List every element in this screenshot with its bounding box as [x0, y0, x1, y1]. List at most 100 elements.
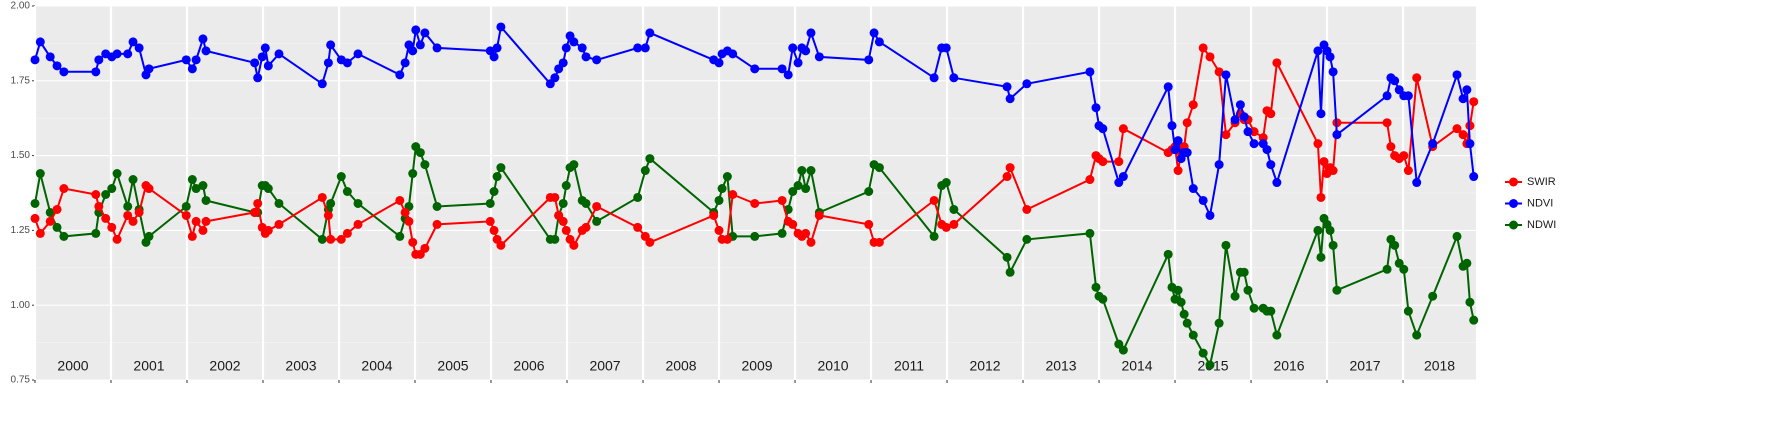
data-point — [263, 61, 273, 71]
data-point — [317, 192, 327, 202]
data-point — [317, 234, 327, 244]
y-tick-label: 1.75 — [11, 75, 31, 86]
data-point — [1403, 306, 1413, 316]
data-point — [561, 43, 571, 53]
x-tick-label: 2001 — [133, 358, 164, 374]
data-point — [750, 64, 760, 74]
data-point — [420, 28, 430, 38]
data-point — [91, 67, 101, 77]
data-point — [592, 216, 602, 226]
data-point — [415, 40, 425, 50]
series — [30, 22, 1479, 220]
data-point — [1399, 151, 1409, 161]
data-point — [783, 70, 793, 80]
data-point — [1412, 73, 1422, 83]
data-point — [1328, 240, 1338, 250]
data-point — [201, 195, 211, 205]
data-point — [1316, 192, 1326, 202]
legend-marker — [1509, 177, 1518, 187]
data-point — [788, 187, 798, 197]
data-point — [35, 228, 45, 238]
data-point — [941, 222, 951, 232]
data-point — [1249, 139, 1259, 149]
data-point — [1412, 178, 1422, 188]
data-point — [1316, 252, 1326, 262]
data-point — [112, 234, 122, 244]
x-tick-label: 2008 — [665, 358, 696, 374]
data-point — [797, 166, 807, 176]
data-point — [181, 55, 191, 65]
data-point — [263, 225, 273, 235]
data-point — [400, 58, 410, 68]
data-point — [274, 49, 284, 59]
data-point — [874, 163, 884, 173]
y-tick-label: 1.50 — [11, 150, 31, 161]
data-point — [1085, 175, 1095, 185]
y-tick-label: 2.00 — [11, 1, 31, 12]
data-point — [1412, 330, 1422, 340]
data-point — [633, 43, 643, 53]
data-point — [1176, 297, 1186, 307]
data-point — [496, 22, 506, 32]
data-point — [1188, 330, 1198, 340]
data-point — [353, 198, 363, 208]
data-point — [569, 37, 579, 47]
data-point — [1452, 231, 1462, 241]
data-point — [569, 240, 579, 250]
x-tick-label: 2000 — [57, 358, 88, 374]
data-point — [558, 58, 568, 68]
data-point — [191, 216, 201, 226]
data-point — [864, 55, 874, 65]
data-point — [581, 222, 591, 232]
data-point — [1118, 345, 1128, 355]
data-point — [59, 67, 69, 77]
data-point — [260, 43, 270, 53]
data-point — [869, 28, 879, 38]
data-point — [1325, 52, 1335, 62]
data-point — [806, 166, 816, 176]
data-point — [929, 73, 939, 83]
data-point — [30, 55, 40, 65]
legend-label: SWIR — [1527, 176, 1556, 188]
data-point — [1266, 109, 1276, 119]
data-point — [709, 210, 719, 220]
data-point — [128, 216, 138, 226]
data-point — [1198, 43, 1208, 53]
data-point — [274, 198, 284, 208]
data-point — [1022, 204, 1032, 214]
data-point — [949, 73, 959, 83]
data-point — [1179, 309, 1189, 319]
data-point — [1249, 303, 1259, 313]
data-point — [1005, 267, 1015, 277]
data-point — [45, 207, 55, 217]
data-point — [777, 228, 787, 238]
x-tick-label: 2003 — [285, 358, 316, 374]
data-point — [592, 201, 602, 211]
data-point — [144, 231, 154, 241]
data-point — [558, 216, 568, 226]
data-point — [788, 219, 798, 229]
data-point — [30, 213, 40, 223]
x-tick-label: 2002 — [209, 358, 240, 374]
data-point — [806, 28, 816, 38]
data-point — [274, 219, 284, 229]
data-point — [336, 172, 346, 182]
data-point — [1221, 70, 1231, 80]
data-point — [257, 52, 267, 62]
data-point — [728, 189, 738, 199]
data-point — [1469, 172, 1479, 182]
data-point — [342, 228, 352, 238]
data-point — [722, 234, 732, 244]
data-point — [929, 231, 939, 241]
x-tick-label: 2010 — [817, 358, 848, 374]
data-point — [253, 198, 263, 208]
data-point — [489, 52, 499, 62]
data-point — [777, 195, 787, 205]
data-point — [1319, 157, 1329, 167]
data-point — [1272, 330, 1282, 340]
data-point — [1085, 67, 1095, 77]
data-point — [432, 43, 442, 53]
data-point — [395, 195, 405, 205]
data-point — [949, 204, 959, 214]
